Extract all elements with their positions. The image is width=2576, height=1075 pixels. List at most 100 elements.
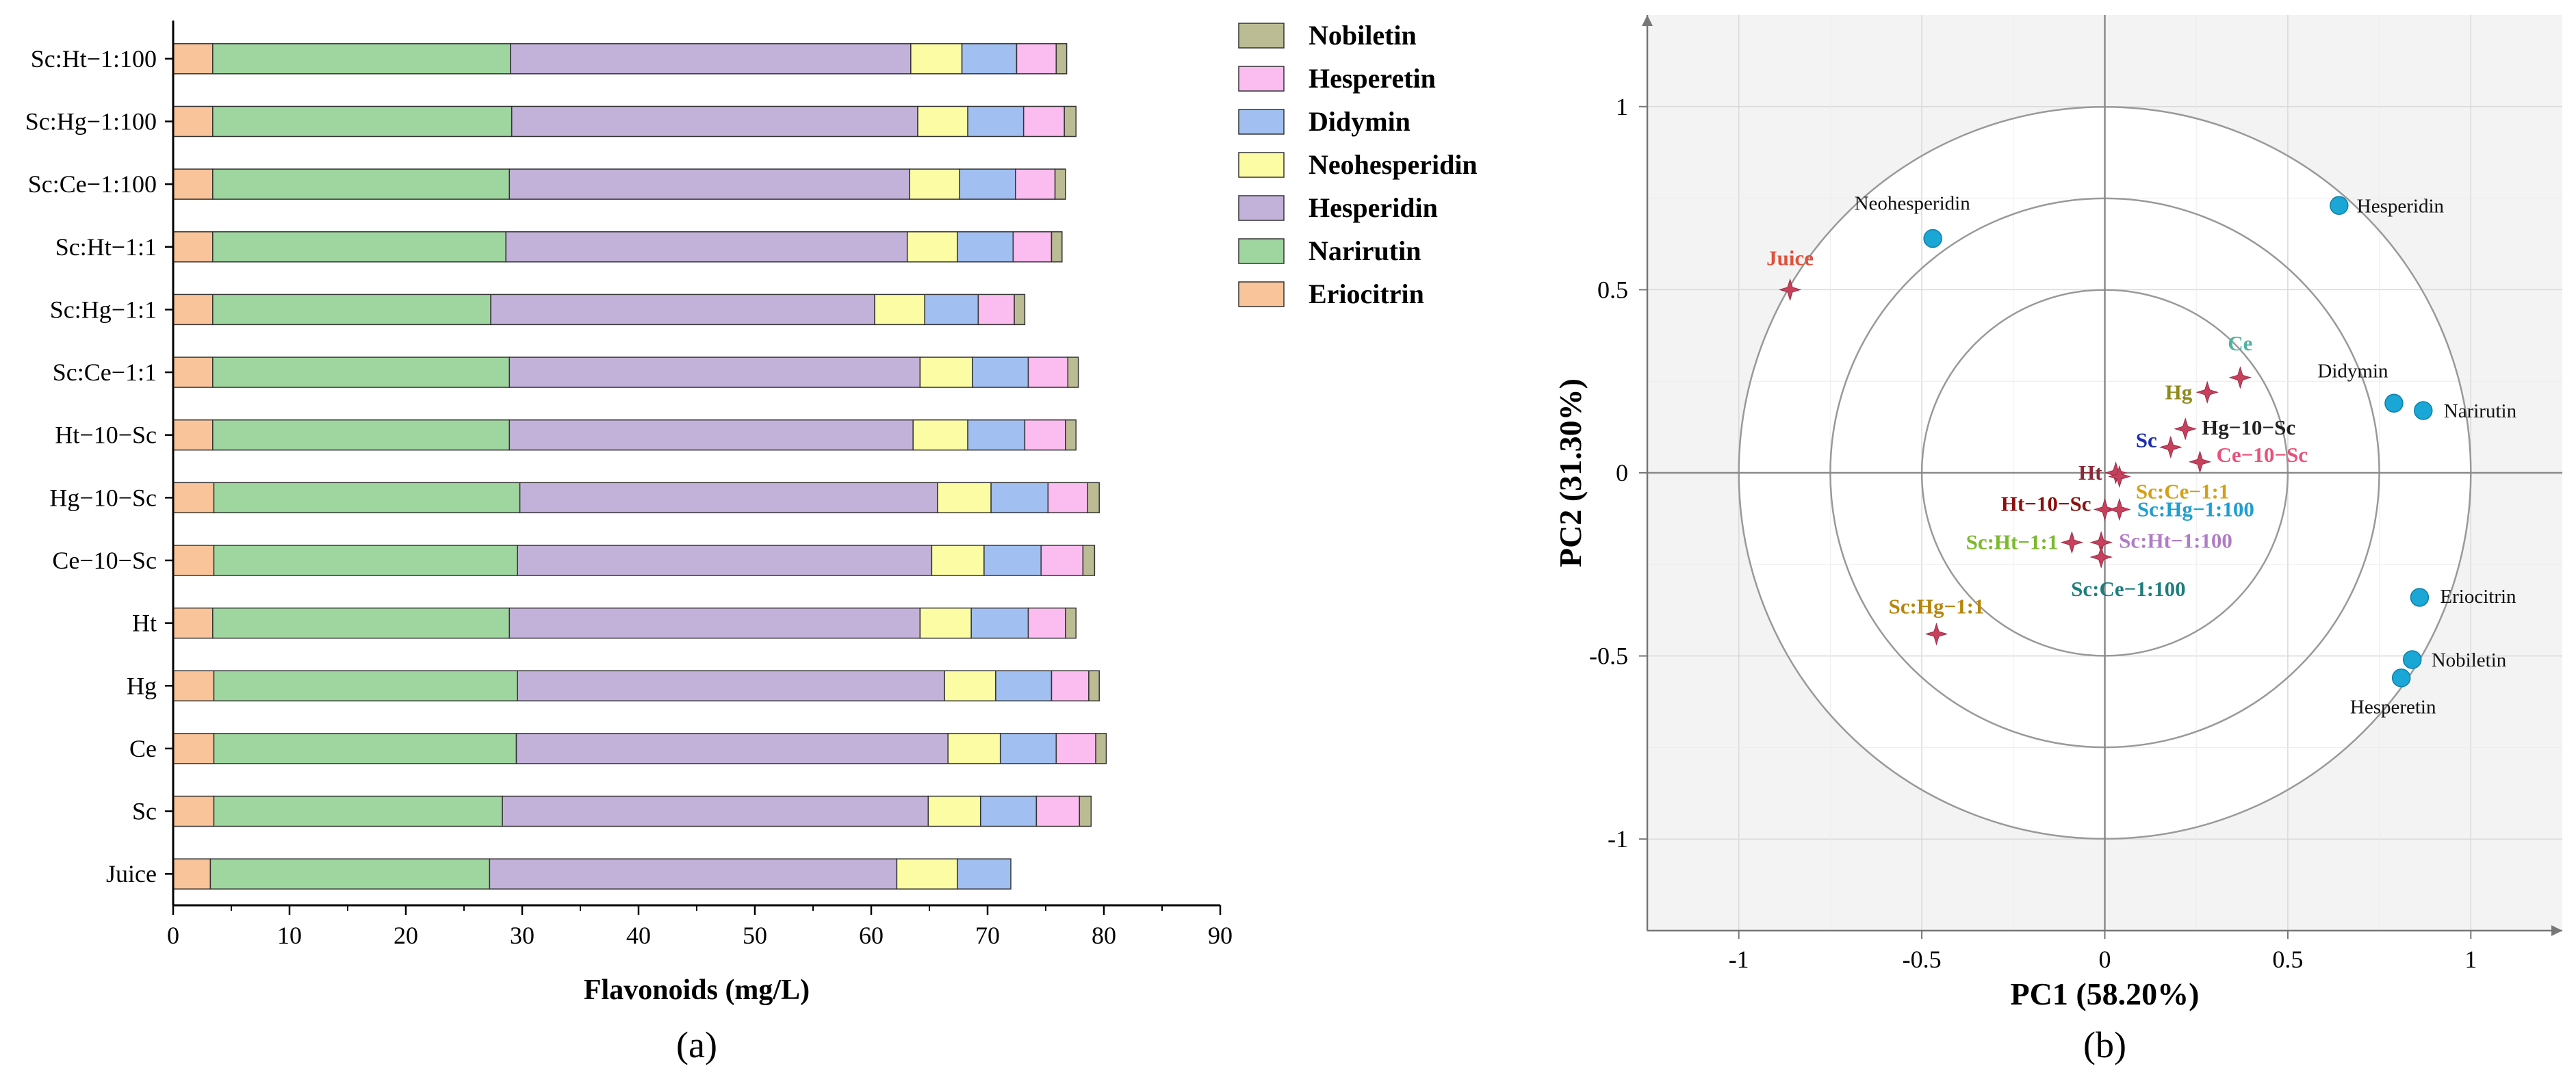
sample-point-sc-hg-1-1 xyxy=(1924,622,1948,646)
bar-sc-ht-1-100-eriocitrin xyxy=(172,43,214,75)
bar-sc-ht-1-100-narirutin xyxy=(212,43,511,75)
legend-swatch-nobiletin xyxy=(1238,23,1285,49)
x-tick-label: 60 xyxy=(859,922,884,949)
loading-label-hesperidin: Hesperidin xyxy=(2357,195,2445,217)
bar-juice-eriocitrin xyxy=(172,858,211,890)
sample-label-sc-hg-1-100: Sc:Hg−1:100 xyxy=(2137,497,2254,521)
legend-label-eriocitrin: Eriocitrin xyxy=(1309,279,1424,309)
bar-ce-eriocitrin xyxy=(172,733,215,764)
bar-hg-10-sc-hesperidin xyxy=(519,482,938,514)
loading-point-didymin xyxy=(2384,393,2404,413)
bar-ht-10-sc-didymin xyxy=(967,419,1026,451)
x-tick-label: -0.5 xyxy=(1903,946,1942,973)
bar-sc-ce-1-100-nobiletin xyxy=(1054,168,1066,200)
bar-sc-ht-1-100-didymin xyxy=(961,43,1018,75)
y-tick-label: -0.5 xyxy=(1589,643,1628,670)
bar-hg-hesperetin xyxy=(1051,670,1090,701)
bar-ht-10-sc-eriocitrin xyxy=(172,419,214,451)
bar-ce-neohesperidin xyxy=(947,733,1001,764)
bar-sc-ce-1-100-eriocitrin xyxy=(172,168,214,200)
bar-sc-hg-1-1-narirutin xyxy=(212,294,491,326)
x-tick-label: 70 xyxy=(975,922,1000,949)
bar-ce-10-sc-nobiletin xyxy=(1082,545,1096,576)
x-tick-label: 0 xyxy=(167,922,179,949)
legend-swatch-narirutin xyxy=(1238,238,1285,264)
bar-sc-ht-1-1-narirutin xyxy=(212,231,506,263)
bar-ce-10-sc-hesperidin xyxy=(517,545,933,576)
legend-swatch-didymin xyxy=(1238,109,1285,135)
bar-hg-hesperidin xyxy=(517,670,945,701)
y-tick-label: 0 xyxy=(1616,459,1628,487)
legend-swatch-neohesperidin xyxy=(1238,152,1285,178)
pca-biplot-panel: -1 -0.5 0 0.5 1 1 0.5 0 -0.5 -1 PC1 (58.20%) PC2 (3… xyxy=(1553,15,2562,1065)
bar-sc-hg-1-1-didymin xyxy=(924,294,979,326)
bar-juice-neohesperidin xyxy=(896,858,958,890)
y-tick-label: Sc:Hg−1:100 xyxy=(25,107,157,135)
bar-hg-10-sc-neohesperidin xyxy=(937,482,992,514)
legend-swatch-eriocitrin xyxy=(1238,281,1285,307)
bar-ht-didymin xyxy=(970,607,1029,639)
bar-sc-ht-1-1-neohesperidin xyxy=(906,231,958,263)
bar-sc-ht-1-100-neohesperidin xyxy=(910,43,963,75)
bar-ht-nobiletin xyxy=(1065,607,1077,639)
bar-ce-10-sc-neohesperidin xyxy=(931,545,985,576)
bar-sc-hg-1-100-hesperetin xyxy=(1022,105,1065,138)
bar-ht-10-sc-nobiletin xyxy=(1065,419,1077,451)
x-tick-label: 20 xyxy=(394,922,418,949)
bar-sc-ht-1-1-hesperetin xyxy=(1012,231,1053,263)
bar-ht-10-sc-hesperidin xyxy=(508,419,914,451)
bar-ht-10-sc-hesperetin xyxy=(1024,419,1066,451)
bar-sc-ht-1-1-didymin xyxy=(957,231,1014,263)
bar-hg-10-sc-hesperetin xyxy=(1047,482,1088,514)
y-tick-label: -1 xyxy=(1608,825,1628,853)
bar-sc-ce-1-100-hesperidin xyxy=(508,168,910,200)
bar-ht-neohesperidin xyxy=(919,607,972,639)
bar-sc-hg-1-1-hesperetin xyxy=(977,294,1015,326)
x-tick-label: 0.5 xyxy=(2272,946,2303,973)
y-tick-label: Hg−10−Sc xyxy=(49,484,157,511)
x-axis-title: Flavonoids (mg/L) xyxy=(584,974,810,1006)
legend-label-neohesperidin: Neohesperidin xyxy=(1309,149,1478,180)
loading-point-neohesperidin xyxy=(1923,229,1942,248)
sample-label-ce: Ce xyxy=(2228,331,2252,355)
sample-label-sc: Sc xyxy=(2136,428,2157,452)
bar-ht-eriocitrin xyxy=(172,607,214,639)
x-tick-label: -1 xyxy=(1729,946,1749,973)
bar-sc-ht-1-100-hesperidin xyxy=(510,43,912,75)
bar-sc-eriocitrin xyxy=(172,795,215,827)
loading-point-narirutin xyxy=(2414,401,2433,420)
bar-chart-panel: Sc:Ht−1:100 Sc:Hg−1:100 Sc:Ce−1:100 Sc:Ht−1… xyxy=(25,20,1478,1065)
panel-label-b: (b) xyxy=(2083,1024,2126,1065)
sample-label-sc-ce-1-1: Sc:Ce−1:1 xyxy=(2136,479,2229,503)
bar-sc-ce-1-100-narirutin xyxy=(212,168,511,200)
bar-sc-ce-1-1-narirutin xyxy=(212,357,511,388)
bar-juice-didymin xyxy=(957,858,1012,890)
bar-sc-ce-1-1-hesperidin xyxy=(508,357,921,388)
bar-sc-hg-1-100-narirutin xyxy=(212,105,513,138)
x-tick-label: 1 xyxy=(2464,946,2477,973)
y-tick-label: Ht xyxy=(132,610,157,637)
x-tick-label: 90 xyxy=(1208,922,1233,949)
y-tick-label: Sc:Hg−1:1 xyxy=(50,296,157,323)
sample-point-hg xyxy=(2195,380,2219,404)
y-tick-label: Sc:Ce−1:100 xyxy=(28,170,157,198)
bar-sc-ht-1-100-hesperetin xyxy=(1016,43,1057,75)
bar-hg-10-sc-eriocitrin xyxy=(172,482,215,514)
bar-ce-10-sc-narirutin xyxy=(213,545,518,576)
legend-swatch-hesperidin xyxy=(1238,195,1285,221)
y-tick-label: Juice xyxy=(106,860,157,888)
bar-sc-neohesperidin xyxy=(927,795,981,827)
legend-swatch-hesperetin xyxy=(1238,66,1285,92)
y-tick-label: Ce xyxy=(129,735,157,762)
bar-ht-narirutin xyxy=(212,607,511,639)
sample-label-hg-10-sc: Hg−10−Sc xyxy=(2202,415,2295,439)
x-tick-label: 80 xyxy=(1092,922,1116,949)
panel-label-a: (a) xyxy=(676,1024,717,1065)
bar-sc-hg-1-100-didymin xyxy=(967,105,1025,138)
bar-sc-ce-1-1-eriocitrin xyxy=(172,357,214,388)
bar-sc-hg-1-1-eriocitrin xyxy=(172,294,214,326)
sample-point-sc-ce-1-1 xyxy=(2108,465,2131,489)
bar-juice-hesperidin xyxy=(489,858,898,890)
bar-sc-hesperetin xyxy=(1035,795,1081,827)
